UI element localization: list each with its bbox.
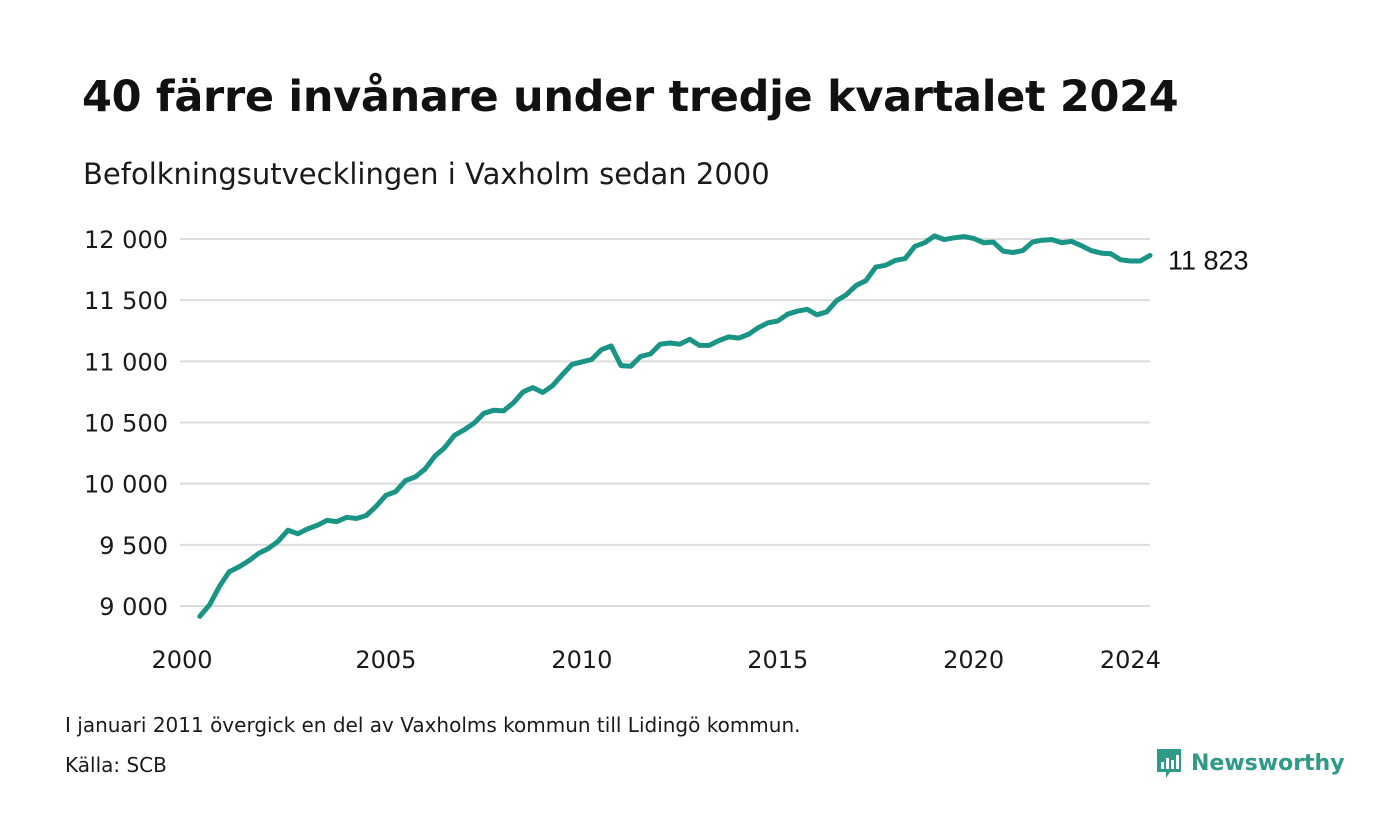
newsworthy-logo: Newsworthy [1155, 746, 1345, 780]
y-tick-label: 11 000 [84, 348, 168, 376]
y-tick-label: 10 000 [84, 471, 168, 499]
brand-name: Newsworthy [1191, 750, 1345, 776]
chart-subtitle: Befolkningsutvecklingen i Vaxholm sedan … [83, 157, 770, 191]
y-tick-label: 10 500 [84, 410, 168, 438]
x-tick-label: 2015 [747, 646, 808, 674]
x-tick-label: 2005 [355, 646, 416, 674]
footnote: I januari 2011 övergick en del av Vaxhol… [65, 713, 801, 737]
x-tick-label: 2024 [1100, 646, 1161, 674]
x-tick-label: 2000 [151, 646, 212, 674]
population-line [197, 233, 1153, 619]
source-credit: Källa: SCB [65, 753, 167, 777]
chart-title: 40 färre invånare under tredje kvartalet… [82, 72, 1179, 122]
x-tick-label: 2010 [551, 646, 612, 674]
y-tick-label: 12 000 [84, 226, 168, 254]
y-tick-label: 11 500 [84, 287, 168, 315]
y-tick-label: 9 000 [99, 593, 168, 621]
line-chart: 9 000 9 500 10 000 10 500 11 000 11 500 12 000… [84, 226, 1249, 674]
bar-chart-speech-bubble-icon [1157, 749, 1181, 778]
end-value-label: 11 823 [1168, 246, 1249, 276]
x-tick-label: 2020 [943, 646, 1004, 674]
y-tick-label: 9 500 [99, 532, 168, 560]
